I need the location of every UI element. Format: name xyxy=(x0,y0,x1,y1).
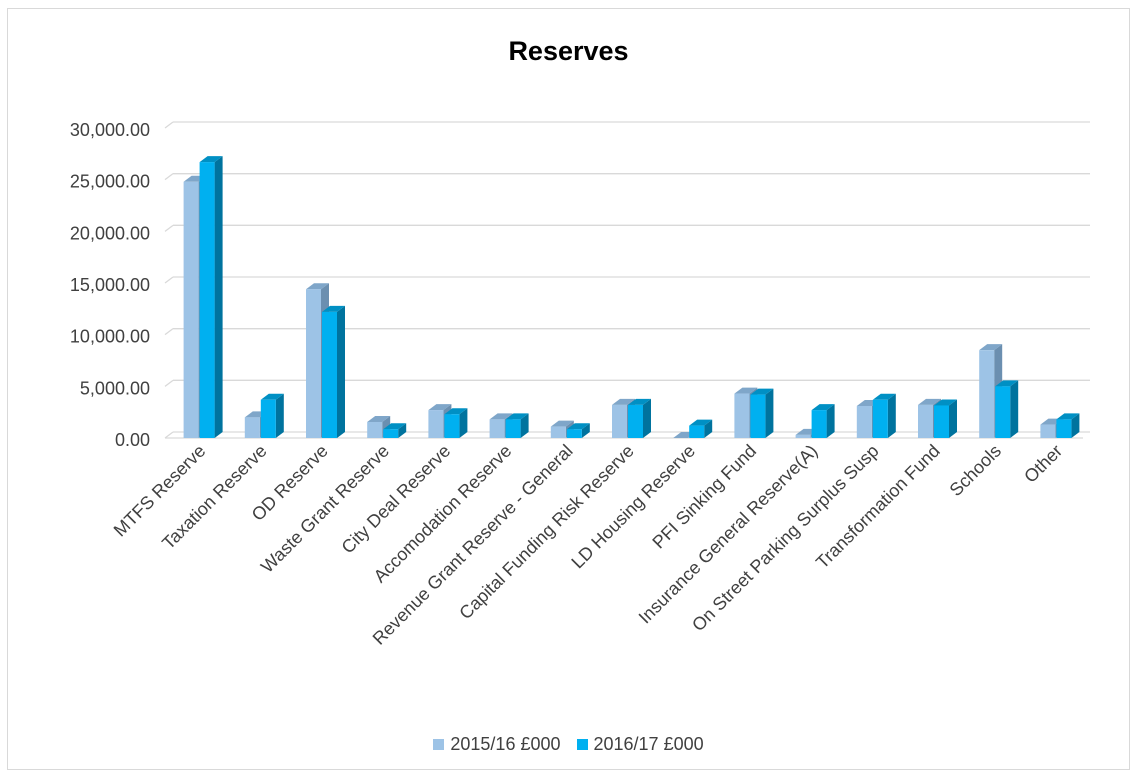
bar-2016-17-side xyxy=(887,393,896,438)
gridline-diagonal xyxy=(164,173,174,181)
bar-2016-17-side xyxy=(581,423,590,438)
bar-2015-16 xyxy=(734,393,750,438)
legend-label-2015-16: 2015/16 £000 xyxy=(450,734,561,754)
bar-2015-16 xyxy=(550,426,566,438)
bar-2015-16 xyxy=(244,417,260,438)
bar-2015-16 xyxy=(489,419,505,438)
bar-2015-16 xyxy=(367,421,383,438)
bar-2016-17 xyxy=(1056,419,1072,438)
bar-2016-17-top xyxy=(383,423,407,430)
bar-2016-17-side xyxy=(520,413,529,438)
bar-2015-16-top xyxy=(306,283,329,290)
y-tick-label: 10,000.00 xyxy=(70,327,150,347)
legend-item-2016-17: 2016/17 £000 xyxy=(576,734,704,755)
bar-2016-17-top xyxy=(995,380,1019,387)
bar-2016-17-side xyxy=(643,398,651,438)
bar-2016-17-top xyxy=(444,408,468,415)
bar-2016-17-top xyxy=(1056,413,1080,420)
bar-2015-16 xyxy=(183,181,199,438)
bar-2016-17-top xyxy=(566,423,590,430)
bar-2016-17-top xyxy=(505,413,529,420)
y-tick-label: 20,000.00 xyxy=(70,223,150,243)
bar-2016-17 xyxy=(750,394,766,438)
legend-label-2016-17: 2016/17 £000 xyxy=(593,734,704,754)
bar-2015-16 xyxy=(918,404,933,438)
bar-2016-17-side xyxy=(398,423,407,438)
y-tick-label: 15,000.00 xyxy=(70,275,150,295)
bar-2016-17-side xyxy=(949,399,957,438)
bar-2016-17-side xyxy=(337,305,345,438)
bar-2016-17-side xyxy=(275,393,284,438)
gridline-diagonal xyxy=(164,224,174,232)
bar-2016-17 xyxy=(566,429,582,438)
bar-2016-17-side xyxy=(826,404,835,438)
bar-2016-17-side xyxy=(1071,413,1080,438)
bar-2015-16-top xyxy=(734,387,758,394)
bar-2015-16-top xyxy=(550,420,574,427)
bar-2016-17 xyxy=(383,429,399,438)
bar-2015-16-top xyxy=(918,398,941,405)
chart-title: Reserves xyxy=(508,36,629,66)
x-tick-label: Taxation Reserve xyxy=(158,441,270,553)
bar-2016-17-top xyxy=(628,398,651,405)
bar-2015-16 xyxy=(856,405,872,438)
gridline-diagonal xyxy=(164,379,174,387)
legend-swatch-2016-17 xyxy=(576,739,588,750)
y-tick-label: 5,000.00 xyxy=(80,378,150,398)
gridline-diagonal xyxy=(164,328,174,336)
gridline-diagonal xyxy=(164,276,174,284)
bar-2016-17-top xyxy=(260,393,284,400)
bar-2016-17-top xyxy=(199,156,223,163)
legend-item-2015-16: 2015/16 £000 xyxy=(433,734,561,755)
bar-2015-16 xyxy=(612,404,627,438)
bar-2015-16-top xyxy=(489,413,513,420)
bar-2016-17 xyxy=(260,399,276,438)
bar-2016-17-top xyxy=(322,305,345,312)
bar-2016-17 xyxy=(628,404,643,438)
x-tick-label: City Deal Reserve xyxy=(338,441,455,558)
y-tick-label: 25,000.00 xyxy=(70,172,150,192)
legend: 2015/16 £000 2016/17 £000 xyxy=(0,734,1137,755)
bar-2016-17 xyxy=(444,414,460,438)
bar-2016-17-top xyxy=(689,419,713,426)
bar-2016-17-side xyxy=(459,408,468,438)
x-tick-label: Schools xyxy=(946,441,1005,500)
bar-2016-17 xyxy=(505,419,521,438)
bar-2015-16-top xyxy=(428,404,452,411)
x-tick-label: Transformation Fund xyxy=(812,441,944,573)
bar-2016-17-top xyxy=(750,388,774,395)
bar-2016-17 xyxy=(872,399,888,438)
gridline-diagonal xyxy=(164,121,174,129)
bar-2016-17-side xyxy=(704,419,713,438)
bar-2015-16-top xyxy=(367,415,391,422)
bar-2015-16-top xyxy=(612,398,635,405)
bar-2016-17 xyxy=(811,410,827,438)
bar-2016-17 xyxy=(995,386,1011,438)
bar-2015-16 xyxy=(306,289,321,438)
bar-2016-17 xyxy=(934,405,949,438)
bar-2016-17 xyxy=(689,425,705,438)
bar-2016-17-side xyxy=(1010,380,1019,438)
gridline-diagonal xyxy=(164,431,174,439)
bar-2015-16 xyxy=(979,350,995,438)
bar-2016-17-top xyxy=(934,399,957,406)
x-tick-label: Other xyxy=(1020,441,1066,487)
y-tick-label: 0.00 xyxy=(115,430,150,450)
legend-swatch-2015-16 xyxy=(433,739,445,750)
bar-2015-16 xyxy=(1040,424,1056,438)
x-tick-label: PFI Sinking Fund xyxy=(648,441,760,553)
bar-2016-17-top xyxy=(811,404,835,411)
bar-2015-16 xyxy=(428,410,444,438)
bar-2016-17 xyxy=(199,162,215,438)
bar-2016-17 xyxy=(322,311,337,438)
bar-2015-16 xyxy=(795,434,811,438)
y-tick-label: 30,000.00 xyxy=(70,120,150,140)
bar-2016-17-side xyxy=(765,388,774,438)
bar-2016-17-top xyxy=(872,393,896,400)
bar-2015-16-top xyxy=(979,344,1003,351)
bar-2016-17-side xyxy=(214,156,223,438)
